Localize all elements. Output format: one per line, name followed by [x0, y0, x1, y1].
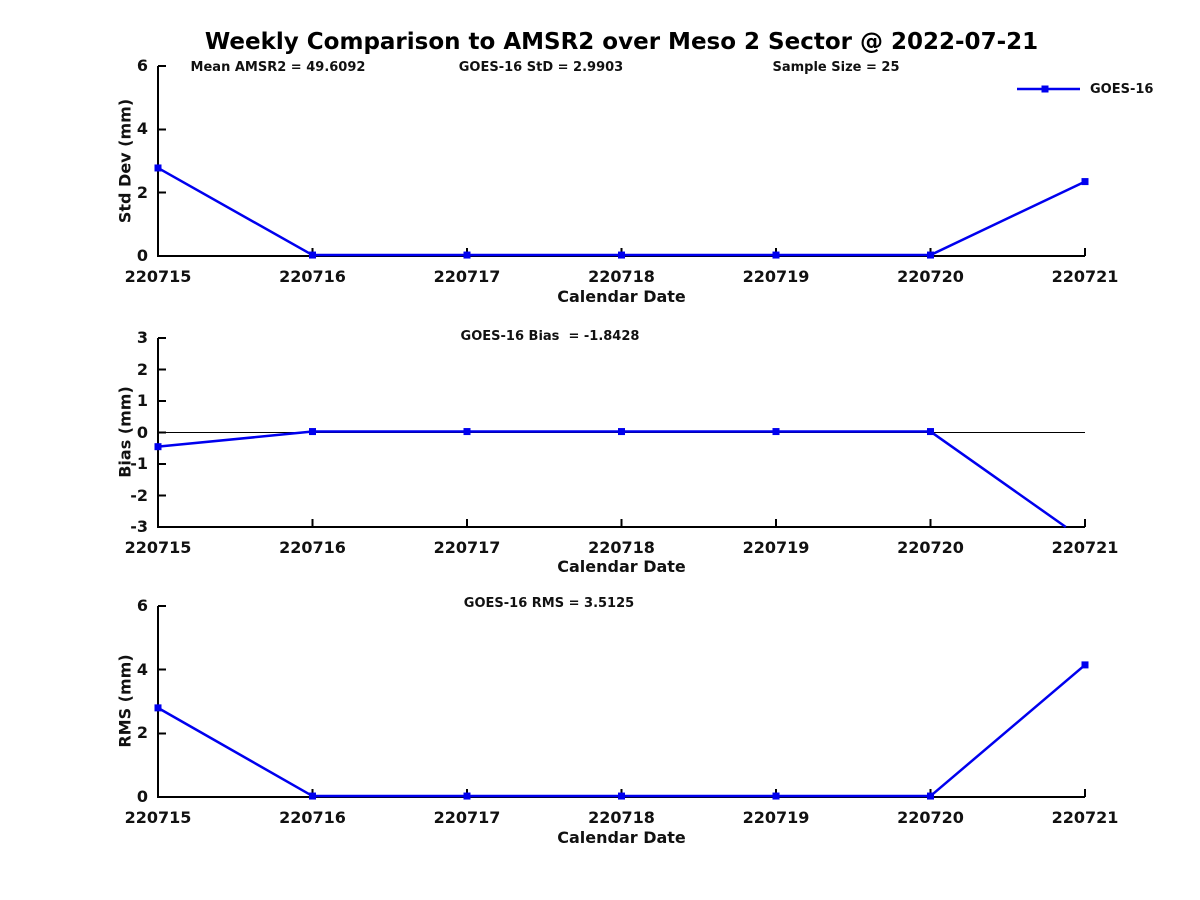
- plot2-series-line: [157, 430, 1067, 529]
- plot3-xtick-label: 220719: [742, 808, 810, 827]
- plot2-data-marker: [772, 428, 780, 436]
- plot3-data-marker: [772, 792, 780, 800]
- plot1-data-marker: [154, 164, 162, 172]
- plot2-xtick-label: 220720: [897, 538, 964, 557]
- plot2-xtick-label: 220721: [1051, 538, 1119, 557]
- plot1-ytick-label: 4: [136, 119, 148, 139]
- plot3-data-marker: [309, 792, 316, 800]
- plot1-xtick-label: 220718: [588, 267, 655, 286]
- plot3-xtick-label: 220721: [1051, 808, 1119, 827]
- plot1-annotation: Mean AMSR2 = 49.6092: [190, 60, 366, 75]
- plot3-data-marker: [618, 792, 625, 800]
- plot2-ytick-label: 2: [136, 359, 148, 379]
- plot2-data-marker: [154, 443, 162, 451]
- plot2-data-marker: [309, 428, 316, 436]
- plot1-annotation: Sample Size = 25: [772, 60, 900, 75]
- plot1-ytick-label: 6: [136, 56, 148, 75]
- plot3-xtick-label: 220715: [124, 808, 192, 827]
- plot1-xtick-label: 220715: [124, 267, 192, 286]
- plot1-data-marker: [463, 251, 471, 259]
- plot3-axes-spines: [157, 606, 1085, 798]
- plot3-ytick-label: 2: [136, 723, 148, 743]
- plot1-ytick-label: 2: [136, 182, 148, 202]
- plot2-data-marker: [927, 428, 934, 436]
- plot2-xtick-label: 220719: [742, 538, 810, 557]
- plot1-xtick-label: 220720: [897, 267, 964, 286]
- plot3-data-marker: [154, 704, 162, 712]
- legend-label: GOES-16: [1090, 81, 1154, 97]
- plot1-ytick-label: 0: [136, 246, 148, 265]
- plot3-annotation: GOES-16 RMS = 3.5125: [463, 596, 635, 611]
- plot1-series-line: [157, 166, 1086, 257]
- plot2-ytick-label: 0: [136, 422, 148, 442]
- plot1-xtick-label: 220721: [1051, 267, 1119, 286]
- figure-title: Weekly Comparison to AMSR2 over Meso 2 S…: [204, 29, 1039, 55]
- plot1-data-marker: [1081, 178, 1089, 186]
- plot2-xtick-label: 220717: [433, 538, 501, 557]
- plot1-xtick-label: 220717: [433, 267, 501, 286]
- plot3-ytick-label: 6: [136, 596, 148, 615]
- rms-xaxis-label: Calendar Date: [557, 828, 686, 847]
- plot3-data-marker: [463, 792, 471, 800]
- plot2-xtick-label: 220716: [279, 538, 346, 557]
- plot1-data-marker: [772, 251, 780, 259]
- plot1-data-marker: [618, 251, 625, 259]
- plot1-xtick-label: 220719: [742, 267, 810, 286]
- plot1-data-marker: [309, 251, 316, 259]
- plot3-xtick-label: 220720: [897, 808, 964, 827]
- plot1-xtick-label: 220716: [279, 267, 346, 286]
- plot3-xtick-label: 220717: [433, 808, 501, 827]
- stddev-yaxis-label: Std Dev (mm): [115, 98, 135, 224]
- plot2-data-marker: [618, 428, 625, 436]
- legend-line-sample-icon: [1017, 85, 1080, 93]
- plot2-ytick-label: 3: [136, 328, 148, 347]
- legend: GOES-16: [1016, 81, 1153, 97]
- plot1-data-marker: [927, 251, 934, 259]
- stddev-xaxis-label: Calendar Date: [557, 287, 686, 306]
- plot2-xtick-label: 220715: [124, 538, 192, 557]
- plot3-ytick-label: 4: [136, 659, 148, 679]
- plot2-xtick-label: 220718: [588, 538, 655, 557]
- plot3-data-marker: [927, 792, 934, 800]
- plot2-ytick-label: -3: [130, 517, 148, 536]
- plot3-ytick-label: 0: [136, 787, 148, 806]
- plot3-series-line: [157, 663, 1086, 798]
- plot2-annotation: GOES-16 Bias = -1.8428: [460, 329, 640, 344]
- plot3-data-marker: [1081, 661, 1089, 669]
- plot2-data-marker: [463, 428, 471, 436]
- plot1-annotation: GOES-16 StD = 2.9903: [458, 60, 624, 75]
- plot2-ytick-label: 1: [136, 391, 148, 410]
- plot3-xtick-label: 220718: [588, 808, 655, 827]
- plot3-xtick-label: 220716: [279, 808, 346, 827]
- bias-xaxis-label: Calendar Date: [557, 557, 686, 576]
- plot2-ytick-label: -2: [130, 485, 148, 505]
- plot1-axes-spines: [157, 66, 1085, 257]
- plot2-ytick-label: -1: [130, 454, 148, 473]
